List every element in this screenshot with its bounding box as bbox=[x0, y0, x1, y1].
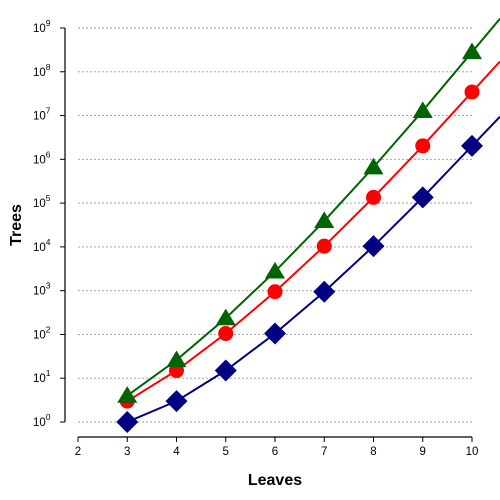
series-3-line bbox=[126, 17, 500, 397]
series-1-point bbox=[313, 280, 336, 303]
x-tick-label: 6 bbox=[272, 446, 278, 458]
series-3-point bbox=[412, 101, 433, 118]
y-tick-label: 102 bbox=[33, 324, 51, 341]
y-tick-base: 10 bbox=[33, 23, 46, 35]
y-tick-base: 10 bbox=[33, 329, 46, 341]
series-lines bbox=[126, 17, 500, 423]
y-tick-label: 105 bbox=[33, 193, 51, 210]
series-1-point bbox=[461, 134, 483, 157]
y-tick-exponent: 9 bbox=[46, 18, 51, 28]
series-3-point bbox=[166, 350, 187, 368]
series-1-point bbox=[116, 411, 139, 433]
series-2-point bbox=[316, 238, 332, 254]
y-tick-base: 10 bbox=[33, 67, 46, 79]
series-2-point bbox=[464, 84, 480, 100]
axes bbox=[60, 27, 473, 442]
y-tick-label: 108 bbox=[33, 62, 51, 79]
y-tick-base: 10 bbox=[33, 154, 46, 166]
y-tick-base: 10 bbox=[33, 373, 46, 385]
y-tick-label: 101 bbox=[33, 368, 51, 385]
y-tick-exponent: 3 bbox=[46, 281, 51, 291]
series-1-point bbox=[165, 390, 188, 413]
y-tick-exponent: 0 bbox=[46, 412, 51, 422]
series-1-point bbox=[214, 359, 237, 382]
grid bbox=[78, 27, 472, 423]
y-tick-exponent: 2 bbox=[46, 324, 51, 334]
series-markers bbox=[116, 42, 483, 433]
y-tick-exponent: 5 bbox=[46, 193, 51, 203]
y-tick-exponent: 6 bbox=[46, 149, 51, 159]
y-tick-exponent: 1 bbox=[46, 368, 51, 378]
series-1-line bbox=[126, 115, 500, 423]
x-tick-label: 7 bbox=[321, 446, 327, 458]
series-2-point bbox=[415, 138, 431, 154]
series-2-point bbox=[366, 189, 381, 205]
x-tick-label: 10 bbox=[466, 446, 479, 458]
y-tick-base: 10 bbox=[33, 111, 46, 123]
y-tick-exponent: 4 bbox=[46, 237, 51, 247]
y-tick-label: 104 bbox=[33, 237, 51, 254]
y-tick-label: 107 bbox=[33, 106, 51, 123]
y-tick-base: 10 bbox=[33, 286, 46, 298]
y-tick-label: 100 bbox=[33, 412, 51, 429]
series-3-point bbox=[462, 42, 482, 60]
series-3-point bbox=[363, 157, 384, 175]
y-tick-label: 109 bbox=[33, 18, 51, 35]
x-tick-label: 4 bbox=[173, 446, 180, 458]
y-tick-exponent: 7 bbox=[46, 106, 51, 116]
x-axis-title: Leaves bbox=[248, 472, 302, 489]
x-tick-label: 9 bbox=[420, 446, 426, 458]
y-tick-base: 10 bbox=[33, 242, 46, 254]
series-2-point bbox=[267, 284, 283, 300]
y-tick-label: 106 bbox=[33, 149, 51, 166]
series-1-point bbox=[411, 186, 434, 209]
y-tick-label: 103 bbox=[33, 281, 51, 298]
series-2-point bbox=[218, 326, 234, 342]
series-1-point bbox=[362, 235, 385, 258]
x-tick-label: 5 bbox=[223, 446, 229, 458]
x-tick-label: 2 bbox=[75, 446, 81, 458]
y-tick-base: 10 bbox=[33, 417, 46, 429]
series-3-point bbox=[314, 211, 335, 229]
y-tick-base: 10 bbox=[33, 198, 46, 210]
y-axis-title: Trees bbox=[8, 204, 25, 246]
y-tick-exponent: 8 bbox=[46, 62, 51, 72]
x-tick-label: 8 bbox=[370, 446, 376, 458]
series-1-point bbox=[264, 322, 286, 345]
x-tick-label: 3 bbox=[124, 446, 130, 458]
series-3-point bbox=[265, 261, 285, 279]
series-3-point bbox=[117, 386, 138, 403]
series-3-point bbox=[215, 308, 236, 326]
